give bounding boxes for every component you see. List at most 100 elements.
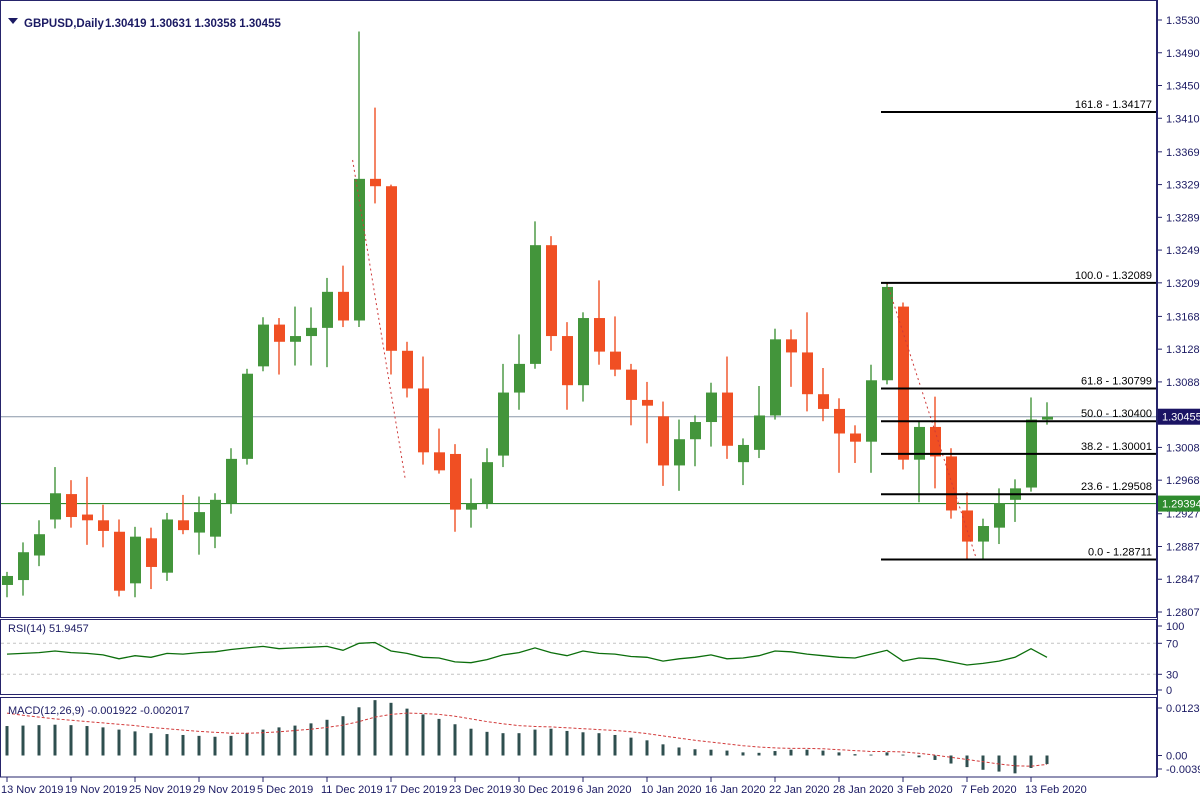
price-tick-label: 1.32090 bbox=[1166, 278, 1200, 290]
candle-body bbox=[258, 324, 269, 367]
time-tick-label: 30 Dec 2019 bbox=[513, 784, 575, 796]
time-tick-label: 5 Dec 2019 bbox=[257, 784, 313, 796]
candle-body bbox=[98, 520, 109, 531]
candle-body bbox=[226, 458, 237, 504]
candle-body bbox=[210, 499, 221, 537]
candle-body bbox=[274, 324, 285, 342]
candle bbox=[978, 518, 989, 559]
price-tick-label: 1.34900 bbox=[1166, 48, 1200, 60]
candle bbox=[546, 236, 557, 351]
candle-body bbox=[562, 336, 573, 386]
panel-border bbox=[0, 697, 1157, 778]
candle-body bbox=[914, 426, 925, 460]
candle bbox=[994, 488, 1005, 545]
candle bbox=[274, 318, 285, 375]
candle bbox=[690, 415, 701, 467]
candle bbox=[706, 382, 717, 447]
candle bbox=[306, 307, 317, 366]
fib-layer: 161.8 - 1.34177 100.0 - 1.32089 61.8 - 1.3… bbox=[881, 99, 1156, 561]
candle bbox=[834, 398, 845, 473]
candle-body bbox=[370, 178, 381, 187]
candle-body bbox=[850, 433, 861, 442]
main-chart-layer bbox=[1, 31, 1156, 598]
price-axis-layer: 1.35300 1.34900 1.34500 1.34100 1.33690 1.332… bbox=[1157, 15, 1200, 776]
price-tick-label: 1.34500 bbox=[1166, 81, 1200, 93]
candle-body bbox=[114, 531, 125, 591]
candle bbox=[626, 363, 637, 426]
candle-body bbox=[402, 350, 413, 389]
candle bbox=[962, 492, 973, 559]
candle-body bbox=[50, 493, 61, 520]
time-tick-label: 3 Feb 2020 bbox=[897, 784, 953, 796]
price-axis-scale[interactable] bbox=[1158, 1, 1199, 777]
level-price-box-label: 1.29394 bbox=[1162, 499, 1200, 511]
time-tick-label: 13 Feb 2020 bbox=[1025, 784, 1087, 796]
candle bbox=[82, 476, 93, 545]
candle bbox=[418, 356, 429, 465]
time-tick-label: 11 Dec 2019 bbox=[321, 784, 383, 796]
candle-body bbox=[882, 286, 893, 381]
candle-body bbox=[322, 291, 333, 328]
candle bbox=[66, 480, 77, 528]
candle-body bbox=[674, 439, 685, 466]
candle bbox=[162, 512, 173, 581]
candle bbox=[50, 467, 61, 529]
rsi-panel-surface[interactable] bbox=[1, 619, 1156, 694]
candle bbox=[2, 571, 13, 598]
candle-body bbox=[658, 416, 669, 466]
time-axis-scale[interactable] bbox=[1, 778, 1156, 799]
bid-price-box bbox=[1158, 408, 1200, 425]
price-tick-label: 1.32890 bbox=[1166, 212, 1200, 224]
candle-body bbox=[194, 512, 205, 533]
candle bbox=[146, 527, 157, 590]
main-chart-surface[interactable] bbox=[1, 1, 1156, 617]
candle bbox=[210, 493, 221, 549]
macd-panel-surface[interactable] bbox=[1, 697, 1156, 777]
candle bbox=[738, 438, 749, 486]
candle-body bbox=[146, 538, 157, 567]
candle bbox=[242, 368, 253, 465]
price-tick-label: 1.32490 bbox=[1166, 245, 1200, 257]
candle-body bbox=[434, 452, 445, 471]
dashed-trendline[interactable] bbox=[352, 159, 406, 481]
candle-body bbox=[178, 520, 189, 531]
panel-border bbox=[0, 619, 1157, 695]
candle bbox=[514, 334, 525, 410]
fib-level-label: 100.0 - 1.32089 bbox=[1075, 270, 1152, 282]
rsi-layer bbox=[1, 641, 1156, 675]
fib-level-label: 50.0 - 1.30400 bbox=[1081, 408, 1152, 420]
rsi-axis-label: 0 bbox=[1166, 685, 1172, 697]
candle-body bbox=[162, 519, 173, 573]
candle-body bbox=[482, 462, 493, 504]
candle-body bbox=[738, 444, 749, 463]
candle bbox=[530, 221, 541, 369]
candle-body bbox=[34, 534, 45, 556]
fib-level-label: 38.2 - 1.30001 bbox=[1081, 441, 1152, 453]
time-tick-label: 22 Jan 2020 bbox=[769, 784, 830, 796]
candle bbox=[594, 280, 605, 365]
candle bbox=[754, 386, 765, 459]
macd-axis-label: 0.012384 bbox=[1166, 703, 1200, 715]
candle-body bbox=[786, 339, 797, 353]
price-tick-label: 1.29270 bbox=[1166, 509, 1200, 521]
fib-level-label: 61.8 - 1.30799 bbox=[1081, 376, 1152, 388]
candle bbox=[178, 494, 189, 535]
candle bbox=[194, 496, 205, 555]
macd-signal-line bbox=[6, 712, 1048, 767]
candle-body bbox=[306, 327, 317, 337]
candle bbox=[898, 302, 909, 470]
panel-border bbox=[0, 0, 1157, 618]
candle-body bbox=[626, 369, 637, 400]
candle-body bbox=[642, 399, 653, 406]
candle bbox=[498, 363, 509, 468]
candle-body bbox=[834, 408, 845, 434]
candle-body bbox=[18, 552, 29, 581]
price-tick-label: 1.28070 bbox=[1166, 607, 1200, 619]
candle bbox=[322, 277, 333, 368]
candle bbox=[114, 519, 125, 597]
rsi-indicator-label: RSI(14) 51.9457 bbox=[8, 623, 89, 635]
candle-body bbox=[994, 503, 1005, 528]
candle-body bbox=[82, 514, 93, 521]
